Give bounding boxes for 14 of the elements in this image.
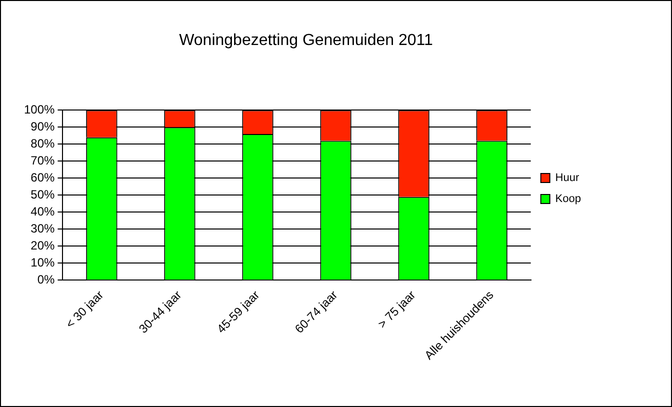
legend-label: Huur bbox=[555, 172, 580, 184]
y-tick-label: 60% bbox=[30, 170, 56, 185]
y-tick-label: 50% bbox=[30, 188, 56, 202]
y-tick-label: 90% bbox=[30, 120, 56, 134]
y-tick-label: 80% bbox=[30, 136, 56, 151]
y-tick-label: 20% bbox=[30, 238, 56, 253]
y-tick-label: 100% bbox=[24, 102, 56, 117]
y-tick-label: 40% bbox=[30, 204, 56, 219]
chart-title: Woningbezetting Genemuiden 2011 bbox=[179, 32, 434, 50]
legend-label: Koop bbox=[555, 193, 582, 206]
y-tick-label: 0% bbox=[37, 272, 56, 286]
y-tick-label: 10% bbox=[30, 256, 56, 270]
y-tick-label: 30% bbox=[30, 222, 56, 236]
y-tick-label: 70% bbox=[30, 154, 56, 168]
